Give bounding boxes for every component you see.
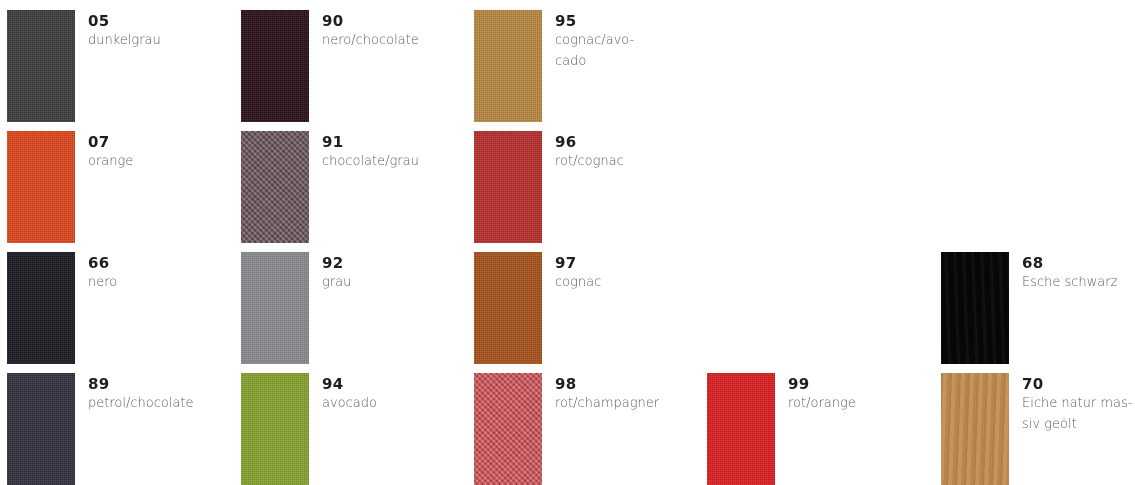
swatch-05: 05 dunkelgrau — [7, 10, 227, 122]
swatch-90: 90 nero/chocolate — [241, 10, 461, 122]
swatch-95: 95 cognac/avo- cado — [474, 10, 694, 122]
swatch-name: petrol/chocolate — [88, 396, 194, 411]
swatch-99: 99 rot/orange — [707, 373, 927, 485]
swatch-89-chip — [7, 373, 75, 485]
swatch-code: 07 — [88, 133, 110, 151]
swatch-07-chip — [7, 131, 75, 243]
swatch-code: 90 — [322, 12, 344, 30]
swatch-98-chip — [474, 373, 542, 485]
swatch-68-chip — [941, 252, 1009, 364]
swatch-name: cognac/avo- cado — [555, 33, 635, 69]
swatch-96-chip — [474, 131, 542, 243]
swatch-05-chip — [7, 10, 75, 122]
swatch-95-chip — [474, 10, 542, 122]
swatch-89: 89 petrol/chocolate — [7, 373, 227, 485]
swatch-code: 05 — [88, 12, 110, 30]
swatch-91: 91 chocolate/grau — [241, 131, 461, 243]
swatch-07: 07 orange — [7, 131, 227, 243]
swatch-94-chip — [241, 373, 309, 485]
swatch-90-chip — [241, 10, 309, 122]
swatch-name: rot/cognac — [555, 154, 624, 169]
swatch-96: 96 rot/cognac — [474, 131, 694, 243]
swatch-code: 68 — [1022, 254, 1044, 272]
swatch-66-chip — [7, 252, 75, 364]
swatch-code: 66 — [88, 254, 110, 272]
swatch-code: 98 — [555, 375, 577, 393]
swatch-70-chip — [941, 373, 1009, 485]
swatch-91-chip — [241, 131, 309, 243]
swatch-70: 70 Eiche natur mas- siv geölt — [941, 373, 1133, 485]
swatch-94: 94 avocado — [241, 373, 461, 485]
swatch-name: rot/champagner — [555, 396, 660, 411]
swatch-name: chocolate/grau — [322, 154, 419, 169]
swatch-68: 68 Esche schwarz — [941, 252, 1131, 364]
swatch-name: nero — [88, 275, 118, 290]
swatch-name: grau — [322, 275, 352, 290]
swatch-name: dunkelgrau — [88, 33, 161, 48]
swatch-code: 97 — [555, 254, 577, 272]
swatch-97-chip — [474, 252, 542, 364]
swatch-98: 98 rot/champagner — [474, 373, 694, 485]
swatch-code: 99 — [788, 375, 810, 393]
swatch-code: 95 — [555, 12, 577, 30]
swatch-name: orange — [88, 154, 134, 169]
swatch-name: avocado — [322, 396, 377, 411]
swatch-name: nero/chocolate — [322, 33, 419, 48]
swatch-name: Esche schwarz — [1022, 275, 1118, 290]
swatch-code: 94 — [322, 375, 344, 393]
swatch-66: 66 nero — [7, 252, 227, 364]
swatch-99-chip — [707, 373, 775, 485]
swatch-code: 70 — [1022, 375, 1044, 393]
swatch-name: cognac — [555, 275, 602, 290]
swatch-92: 92 grau — [241, 252, 461, 364]
swatch-name: Eiche natur mas- siv geölt — [1022, 396, 1133, 432]
swatch-code: 96 — [555, 133, 577, 151]
swatch-92-chip — [241, 252, 309, 364]
swatch-97: 97 cognac — [474, 252, 694, 364]
swatch-code: 92 — [322, 254, 344, 272]
swatch-code: 89 — [88, 375, 110, 393]
swatch-name: rot/orange — [788, 396, 856, 411]
swatch-code: 91 — [322, 133, 344, 151]
